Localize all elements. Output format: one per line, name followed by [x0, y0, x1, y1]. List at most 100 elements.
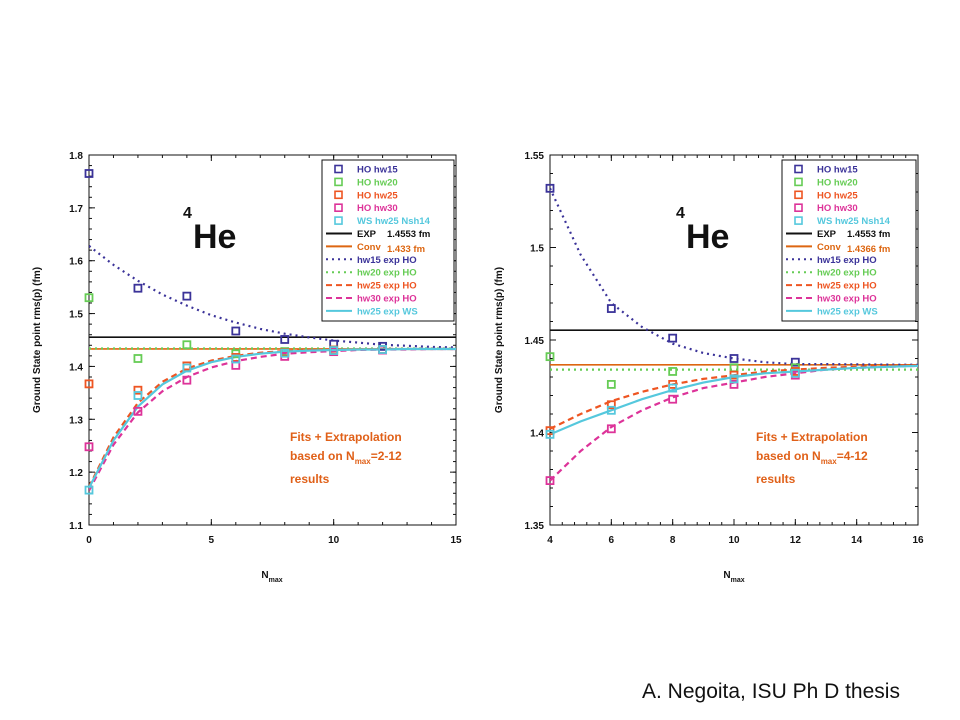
- legend-label: hw25 exp WS: [357, 306, 418, 317]
- point-ho-hw15: [668, 333, 678, 343]
- y-tick-label: 1.55: [525, 151, 545, 162]
- point-ho-hw15: [280, 335, 290, 344]
- point-ws-hw25-nsh14: [280, 348, 290, 358]
- point-ho-hw25: [84, 379, 94, 389]
- legend-marker: [794, 203, 803, 212]
- y-tick-label: 1.35: [525, 521, 545, 532]
- curve-hw25-exp-ws: [89, 347, 456, 489]
- annotation-line-3: results: [756, 472, 796, 486]
- x-tick-label: 16: [912, 535, 924, 546]
- x-axis-label: Nmax: [261, 570, 282, 584]
- legend-label: HO hw25: [817, 190, 858, 201]
- x-tick-label: 6: [609, 535, 615, 546]
- x-tick-label: 12: [790, 535, 802, 546]
- x-tick-label: 14: [851, 535, 863, 546]
- nucleus-symbol-label: He: [686, 218, 729, 256]
- chart-right: 4 6 8 10 12 14 16 1.35 1.4 1.45 1.5 1.55 Ground Stat…: [494, 151, 924, 584]
- legend-label: WS hw25 Nsh14: [357, 216, 431, 227]
- x-tick-label: 4: [547, 535, 553, 546]
- point-ho-hw30: [729, 379, 739, 389]
- point-ho-hw15: [606, 304, 616, 313]
- y-tick-label: 1.7: [69, 204, 83, 215]
- legend-label: hw30 exp HO: [817, 294, 877, 305]
- point-ho-hw15: [729, 354, 739, 363]
- point-ho-hw20: [133, 354, 143, 363]
- curve-hw15-exp-ho: [89, 245, 456, 349]
- legend-value: 1.4553 fm: [387, 229, 430, 240]
- plot-area: [89, 245, 456, 492]
- point-ws-hw25-nsh14: [729, 374, 739, 384]
- point-ws-hw25-nsh14: [545, 429, 555, 439]
- legend-label: hw15 exp HO: [817, 255, 877, 266]
- legend-value: 1.433 fm: [387, 244, 425, 255]
- x-tick-label: 8: [670, 535, 676, 546]
- legend-marker: [794, 177, 803, 187]
- legend-box: [321, 159, 455, 322]
- chart-left: 0 5 10 15 1.1 1.2 1.3 1.4 1.5 1.6 1.7 1.8 Ground Sta…: [32, 151, 462, 584]
- legend-label: hw20 exp HO: [357, 268, 417, 279]
- point-ho-hw20: [84, 293, 94, 303]
- legend-marker: [334, 164, 343, 174]
- y-tick-label: 1.6: [69, 257, 83, 268]
- point-ws-hw25-nsh14: [329, 346, 339, 355]
- legend-marker: [334, 203, 343, 212]
- annotation-line-2: based on Nmax=4-12: [756, 449, 868, 466]
- legend-label: Conv: [357, 242, 381, 253]
- legend-marker: [334, 190, 343, 200]
- point-ho-hw20: [545, 352, 555, 362]
- point-ho-hw30: [182, 375, 192, 385]
- y-tick-label: 1.5: [530, 244, 544, 255]
- y-tick-label: 1.5: [69, 310, 83, 321]
- point-ho-hw15: [545, 183, 555, 193]
- point-ws-hw25-nsh14: [84, 485, 94, 495]
- legend-label: hw20 exp HO: [817, 268, 877, 279]
- x-tick-label: 10: [328, 535, 340, 546]
- legend-label: HO hw20: [357, 177, 398, 188]
- legend-value: 1.4553 fm: [847, 229, 890, 240]
- thesis-credit: A. Negoita, ISU Ph D thesis: [642, 680, 900, 703]
- point-ws-hw25-nsh14: [133, 391, 143, 400]
- point-ho-hw15: [133, 283, 143, 293]
- y-tick-label: 1.3: [69, 415, 83, 426]
- point-ho-hw30: [668, 394, 678, 404]
- x-axis-label: Nmax: [723, 570, 744, 584]
- point-ho-hw15: [84, 169, 94, 178]
- legend-marker: [794, 164, 803, 174]
- nucleus-mass-label: 4: [676, 205, 685, 222]
- legend-label: EXP: [357, 229, 377, 240]
- point-ho-hw25: [606, 400, 616, 410]
- y-tick-label: 1.45: [525, 336, 545, 347]
- legend-label: hw15 exp HO: [357, 255, 417, 266]
- legend-label: hw30 exp HO: [357, 294, 417, 305]
- point-ho-hw15: [790, 357, 800, 367]
- legend-marker: [334, 177, 343, 187]
- legend-label: HO hw15: [817, 165, 858, 176]
- legend-label: HO hw15: [357, 165, 398, 176]
- annotation-line-1: Fits + Extrapolation: [756, 430, 868, 444]
- curve-hw15-exp-ho: [550, 187, 918, 366]
- y-tick-label: 1.4: [530, 429, 544, 440]
- legend-marker: [794, 216, 803, 225]
- legend-label: HO hw25: [357, 190, 398, 201]
- legend-marker: [794, 190, 803, 200]
- point-ho-hw20: [606, 379, 616, 389]
- annotation-line-3: results: [290, 472, 330, 486]
- point-ho-hw25: [133, 385, 143, 395]
- x-tick-label: 5: [209, 535, 215, 546]
- curve-hw25-exp-ws: [550, 364, 918, 436]
- point-ho-hw15: [182, 291, 192, 301]
- legend-label: hw25 exp HO: [817, 281, 877, 292]
- y-tick-label: 1.4: [69, 362, 83, 373]
- point-ws-hw25-nsh14: [378, 345, 388, 354]
- point-ws-hw25-nsh14: [231, 354, 241, 364]
- x-tick-label: 15: [450, 535, 462, 546]
- legend-label: HO hw30: [817, 203, 858, 214]
- legend-value: 1.4366 fm: [847, 244, 890, 255]
- point-ho-hw30: [545, 476, 555, 486]
- legend-label: WS hw25 Nsh14: [817, 216, 891, 227]
- legend-label: HO hw30: [357, 203, 398, 214]
- point-ho-hw15: [231, 326, 241, 336]
- point-ho-hw20: [182, 340, 192, 350]
